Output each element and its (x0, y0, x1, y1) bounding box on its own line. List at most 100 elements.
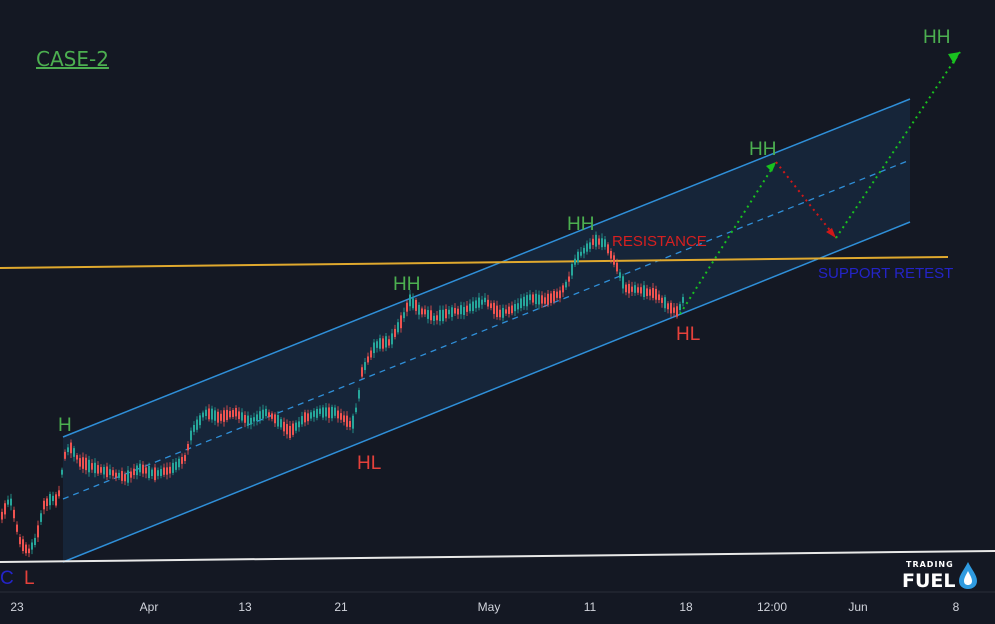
candle-body (115, 472, 117, 478)
channel-upper-line (62, 98, 911, 438)
candle-body (73, 448, 75, 457)
trading-fuel-logo: TRADING FUEL (902, 560, 977, 592)
candle-body (139, 463, 141, 473)
candle-body (37, 525, 39, 538)
candle-body (598, 238, 600, 245)
x-tick-label: 13 (238, 600, 252, 614)
candle-body (526, 295, 528, 307)
candle-body (325, 407, 327, 417)
candle-body (85, 457, 87, 471)
candle-body (448, 309, 450, 315)
candle-body (247, 415, 249, 426)
candle-body (118, 472, 120, 478)
candle-body (226, 409, 228, 421)
candle-body (319, 408, 321, 414)
candle-body (127, 470, 129, 483)
projection-up-2 (835, 51, 961, 239)
candle-body (376, 341, 378, 348)
candle-body (202, 412, 204, 418)
channel-median-line (62, 159, 911, 500)
candle-body (259, 411, 261, 420)
candle-body (631, 286, 633, 292)
candle-body (94, 462, 96, 474)
candle-body (568, 276, 570, 282)
candle-body (442, 309, 444, 322)
candle-body (181, 457, 183, 464)
candle-body (622, 276, 624, 289)
candle-body (670, 302, 672, 314)
candle-body (97, 465, 99, 474)
logo-line2: FUEL (902, 570, 956, 592)
candle-body (493, 302, 495, 314)
candle-body (574, 258, 576, 265)
candle-body (394, 328, 396, 337)
candle-body (196, 419, 198, 430)
candle-body (466, 305, 468, 312)
x-tick-label: Jun (848, 600, 867, 614)
candle-body (634, 285, 636, 293)
candle-body (58, 490, 60, 497)
case-title: CASE-2 (36, 47, 109, 71)
candle-body (31, 542, 33, 550)
candle-body (28, 548, 30, 554)
candle-body (112, 470, 114, 476)
candle-body (508, 306, 510, 314)
candle-body (487, 299, 489, 307)
channel-fill (63, 99, 910, 562)
candle-body (106, 466, 108, 478)
x-tick-label: 23 (10, 600, 24, 614)
candle-body (280, 419, 282, 428)
candle-body (133, 468, 135, 476)
candle-body (553, 291, 555, 302)
candle-body (649, 289, 651, 296)
candle-body (409, 294, 411, 307)
candle-body (472, 301, 474, 311)
candle-body (475, 300, 477, 309)
candle-body (163, 467, 165, 475)
candle-body (544, 297, 546, 304)
candle-body (682, 297, 684, 303)
candle-body (490, 303, 492, 309)
candle-body (298, 421, 300, 428)
candle-body (22, 539, 24, 552)
candle-body (580, 251, 582, 256)
candle-body (142, 464, 144, 474)
candle-body (13, 509, 15, 519)
candle-body (1, 511, 3, 520)
candle-body (382, 338, 384, 349)
candle-body (625, 284, 627, 293)
candle-body (199, 415, 201, 426)
candle-body (160, 468, 162, 476)
x-axis-ticks: 23 Apr 13 21 May 11 18 12:00 Jun 8 (10, 600, 959, 614)
candle-body (166, 467, 168, 475)
label-l: L (24, 568, 35, 589)
candle-body (157, 470, 159, 476)
label-c: C (0, 568, 14, 589)
candle-body (193, 424, 195, 432)
label-hh-3: HH (749, 139, 776, 160)
candle-body (550, 293, 552, 303)
candle-body (43, 500, 45, 510)
candle-body (505, 309, 507, 314)
candle-body (205, 409, 207, 417)
candle-body (379, 338, 381, 349)
candle-body (391, 333, 393, 345)
candle-body (523, 296, 525, 306)
candle-body (403, 312, 405, 319)
candle-body (619, 272, 621, 278)
candle-body (244, 415, 246, 423)
candle-body (601, 238, 603, 248)
label-hh-2: HH (567, 214, 594, 235)
label-hl-1: HL (357, 453, 381, 474)
candle-body (277, 415, 279, 427)
candle-body (19, 537, 21, 545)
candle-body (229, 410, 231, 418)
resistance-label: RESISTANCE (612, 233, 707, 250)
candle-body (256, 414, 258, 421)
candle-body (154, 467, 156, 481)
candle-body (436, 315, 438, 321)
candle-body (592, 238, 594, 245)
candle-body (274, 414, 276, 424)
candle-body (562, 285, 564, 293)
